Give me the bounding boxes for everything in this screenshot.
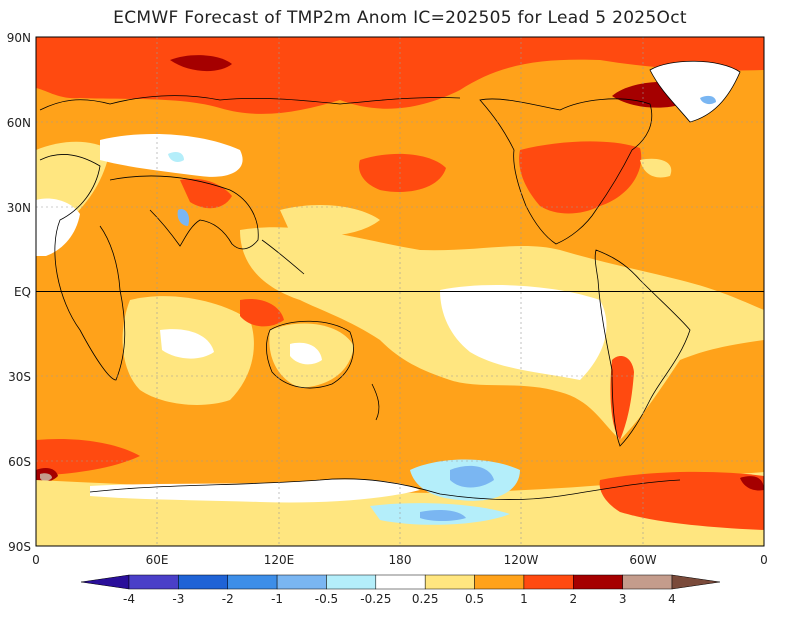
colorbar-segment bbox=[523, 574, 574, 590]
colorbar: -4 -3 -2 -1 -0.5 -0.25 0.25 0.5 1 2 3 4 bbox=[80, 574, 721, 606]
lat-label: 90N bbox=[7, 31, 31, 45]
map-title: ECMWF Forecast of TMP2m Anom IC=202505 f… bbox=[113, 8, 687, 28]
lon-label: 60E bbox=[146, 553, 169, 567]
colorbar-label: 0.25 bbox=[412, 592, 439, 606]
colorbar-segment bbox=[227, 574, 278, 590]
graticule bbox=[36, 37, 764, 546]
colorbar-segment bbox=[178, 574, 228, 590]
lat-label: EQ bbox=[14, 285, 31, 299]
lon-label: 180 bbox=[389, 553, 412, 567]
south-america-red-patch bbox=[610, 356, 634, 440]
maritime-continent-red-patch bbox=[240, 298, 284, 327]
south-atlantic-red-patch bbox=[36, 438, 140, 476]
colorbar-label: -3 bbox=[172, 592, 184, 606]
lon-label: 60W bbox=[629, 553, 656, 567]
colorbar-segment bbox=[424, 574, 475, 590]
lon-label: 120E bbox=[264, 553, 295, 567]
colorbar-segment bbox=[474, 574, 525, 590]
siberia-darkred-patch bbox=[170, 55, 232, 72]
indian-ocean-neutral-patch bbox=[160, 329, 214, 359]
colorbar-label: -4 bbox=[123, 592, 135, 606]
central-asia-cool-patch bbox=[168, 152, 184, 162]
antarctic-blue-patch bbox=[420, 510, 466, 521]
colorbar-label: 0.5 bbox=[465, 592, 484, 606]
greenland-cool-patch bbox=[700, 95, 716, 105]
map-frame bbox=[35, 36, 765, 547]
lon-axis: 0 60E 120E 180 120W 60W 0 bbox=[32, 553, 768, 567]
colorbar-label: -0.25 bbox=[360, 592, 391, 606]
colorbar-label: -0.5 bbox=[315, 592, 338, 606]
colorbar-segment bbox=[276, 574, 327, 590]
colorbar-segment bbox=[573, 574, 623, 590]
lon-label: 0 bbox=[760, 553, 768, 567]
colorbar-segment bbox=[128, 574, 179, 590]
colorbar-label: 4 bbox=[668, 592, 676, 606]
colorbar-segment bbox=[375, 574, 426, 590]
colorbar-label: 2 bbox=[569, 592, 577, 606]
colorbar-label: -2 bbox=[222, 592, 234, 606]
greenland-neutral-region bbox=[650, 61, 740, 122]
colorbar-label: 1 bbox=[520, 592, 528, 606]
sahara-neutral-region bbox=[36, 198, 80, 256]
weddell-red-region bbox=[599, 471, 764, 530]
lat-axis: 90N 60N 30N EQ 30S 60S 90S bbox=[7, 31, 31, 554]
australia-neutral-patch bbox=[290, 342, 322, 365]
colorbar-segment bbox=[622, 574, 673, 590]
colorbar-segment bbox=[671, 574, 721, 590]
colorbar-label: -1 bbox=[271, 592, 283, 606]
coastlines bbox=[39, 60, 741, 500]
atlantic-yellow-patch bbox=[640, 158, 672, 178]
west-pacific-yellow-patch bbox=[280, 205, 380, 236]
ross-sea-blue-patch bbox=[450, 465, 494, 488]
antarctic-neutral-band bbox=[90, 479, 420, 503]
colorbar-segment bbox=[80, 574, 130, 590]
weddell-darkred-patch bbox=[740, 476, 764, 491]
arctic-warm-region bbox=[36, 37, 764, 114]
lon-label: 120W bbox=[504, 553, 539, 567]
anomaly-field bbox=[36, 37, 764, 546]
lon-label: 0 bbox=[32, 553, 40, 567]
lat-label: 30N bbox=[7, 201, 31, 215]
south-atlantic-brown-patch bbox=[40, 473, 52, 481]
india-cool-patch bbox=[177, 208, 190, 226]
usa-warm-region bbox=[519, 141, 642, 214]
colorbar-label: 3 bbox=[619, 592, 627, 606]
lat-label: 60N bbox=[7, 116, 31, 130]
colorbar-segment bbox=[326, 574, 377, 590]
lat-label: 30S bbox=[8, 370, 31, 384]
north-pacific-red-patch bbox=[358, 153, 446, 192]
lat-label: 60S bbox=[8, 455, 31, 469]
lat-label: 90S bbox=[8, 540, 31, 554]
east-pacific-neutral-region bbox=[440, 285, 607, 380]
